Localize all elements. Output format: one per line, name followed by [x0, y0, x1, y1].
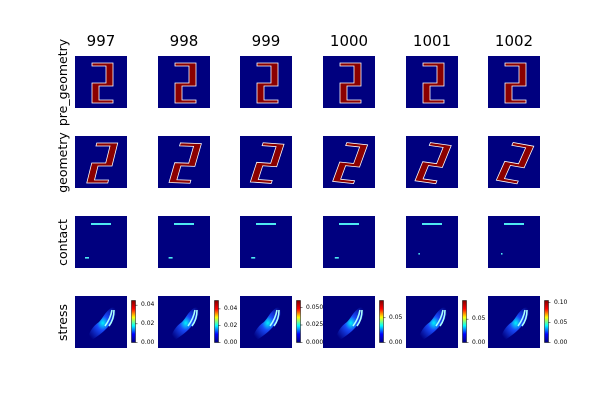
- stress-panel-998: [158, 296, 210, 348]
- colorbar-tick-label: 0.05: [472, 315, 486, 323]
- pre-geometry-panel-1000: [323, 56, 375, 108]
- column-title-998: 998: [169, 32, 199, 50]
- contact-spot: [501, 253, 503, 255]
- colorbar-gradient: [462, 300, 467, 343]
- stress-colorbar-1000: [379, 300, 386, 343]
- stress-panel-997: [75, 296, 127, 348]
- colorbar-tick-label: 0.025: [306, 321, 324, 328]
- stress-colorbar-999: [296, 300, 303, 343]
- stress-panel-1002: [488, 296, 540, 348]
- stress-hotspot: [269, 309, 280, 327]
- contact-line: [174, 223, 194, 225]
- stress-panel-1000: [323, 296, 375, 348]
- colorbar-tick-label: 0.050: [306, 303, 324, 311]
- stress-hotspot: [187, 309, 198, 327]
- pre-geometry-shape: [422, 62, 445, 104]
- geometry-panel-998: [158, 136, 210, 188]
- stress-field: [87, 307, 116, 342]
- geometry-shape: [86, 142, 119, 184]
- pre-geometry-shape: [91, 62, 114, 104]
- stress-colorbar-1001: [462, 300, 469, 343]
- stress-panel-1001: [406, 296, 458, 348]
- colorbar-tick-label: 0.000: [306, 338, 324, 346]
- contact-panel-1000: [323, 216, 375, 268]
- contact-line: [422, 223, 442, 225]
- column-title-1000: 1000: [329, 32, 369, 50]
- geometry-shape: [249, 142, 285, 184]
- contact-panel-1002: [488, 216, 540, 268]
- colorbar-tick-label: 0.00: [141, 338, 155, 346]
- stress-hotspot: [435, 309, 446, 327]
- stress-hotspot: [517, 309, 528, 327]
- colorbar-tick-label: 0.00: [554, 338, 568, 346]
- colorbar-tick-label: 0.04: [224, 304, 238, 312]
- colorbar-tick-label: 0.05: [554, 318, 568, 326]
- contact-spot: [168, 257, 173, 259]
- pre-geometry-shape: [504, 62, 527, 104]
- colorbar-gradient: [296, 300, 301, 343]
- contact-panel-997: [75, 216, 127, 268]
- colorbar-gradient: [131, 300, 136, 343]
- stress-hotspot: [352, 309, 363, 327]
- geometry-panel-1002: [488, 136, 540, 188]
- colorbar-gradient: [379, 300, 384, 343]
- pre-geometry-shape: [339, 62, 362, 104]
- geometry-panel-999: [240, 136, 292, 188]
- geometry-shape: [414, 142, 452, 185]
- contact-spot: [85, 257, 89, 259]
- stress-field: [500, 307, 529, 342]
- contact-spot: [418, 253, 420, 255]
- stress-colorbar-998: [214, 300, 221, 343]
- geometry-shape: [495, 142, 535, 185]
- colorbar-tick-label: 0.02: [224, 321, 238, 329]
- colorbar-gradient: [544, 300, 549, 343]
- contact-panel-999: [240, 216, 292, 268]
- colorbar-tick-label: 0.04: [141, 301, 155, 309]
- geometry-shape: [168, 142, 202, 184]
- row-label-pre-geometry: pre_geometry: [54, 38, 70, 126]
- colorbar-tick-label: 0.10: [554, 298, 568, 306]
- geometry-panel-1000: [323, 136, 375, 188]
- column-title-1002: 1002: [494, 32, 534, 50]
- colorbar-tick-label: 0.02: [141, 319, 155, 327]
- contact-line: [504, 223, 524, 225]
- stress-field: [252, 307, 281, 342]
- geometry-panel-997: [75, 136, 127, 188]
- geometry-shape: [332, 142, 369, 185]
- contact-panel-1001: [406, 216, 458, 268]
- stress-field: [335, 307, 364, 342]
- pre-geometry-panel-999: [240, 56, 292, 108]
- pre-geometry-shape: [174, 62, 197, 104]
- colorbar-tick-label: 0.00: [472, 338, 486, 346]
- column-title-999: 999: [251, 32, 281, 50]
- column-title-1001: 1001: [412, 32, 452, 50]
- contact-spot: [251, 257, 256, 259]
- stress-colorbar-1002: [544, 300, 551, 343]
- pre-geometry-panel-1001: [406, 56, 458, 108]
- contact-line: [91, 223, 111, 225]
- colorbar-tick-label: 0.00: [224, 338, 238, 346]
- stress-colorbar-997: [131, 300, 138, 343]
- colorbar-gradient: [214, 300, 219, 343]
- stress-field: [418, 307, 447, 342]
- stress-field: [170, 307, 199, 342]
- contact-spot: [334, 257, 339, 259]
- row-label-contact: contact: [54, 218, 70, 266]
- row-label-geometry: geometry: [54, 131, 70, 193]
- contact-line: [339, 223, 359, 225]
- stress-hotspot: [104, 309, 115, 327]
- row-label-stress: stress: [54, 303, 70, 341]
- pre-geometry-panel-998: [158, 56, 210, 108]
- contact-line: [256, 223, 276, 225]
- column-title-997: 997: [86, 32, 116, 50]
- colorbar-tick-label: 0.05: [389, 313, 403, 321]
- stress-panel-999: [240, 296, 292, 348]
- colorbar-tick-label: 0.00: [389, 338, 403, 346]
- pre-geometry-panel-997: [75, 56, 127, 108]
- contact-panel-998: [158, 216, 210, 268]
- pre-geometry-panel-1002: [488, 56, 540, 108]
- pre-geometry-shape: [256, 62, 279, 104]
- geometry-panel-1001: [406, 136, 458, 188]
